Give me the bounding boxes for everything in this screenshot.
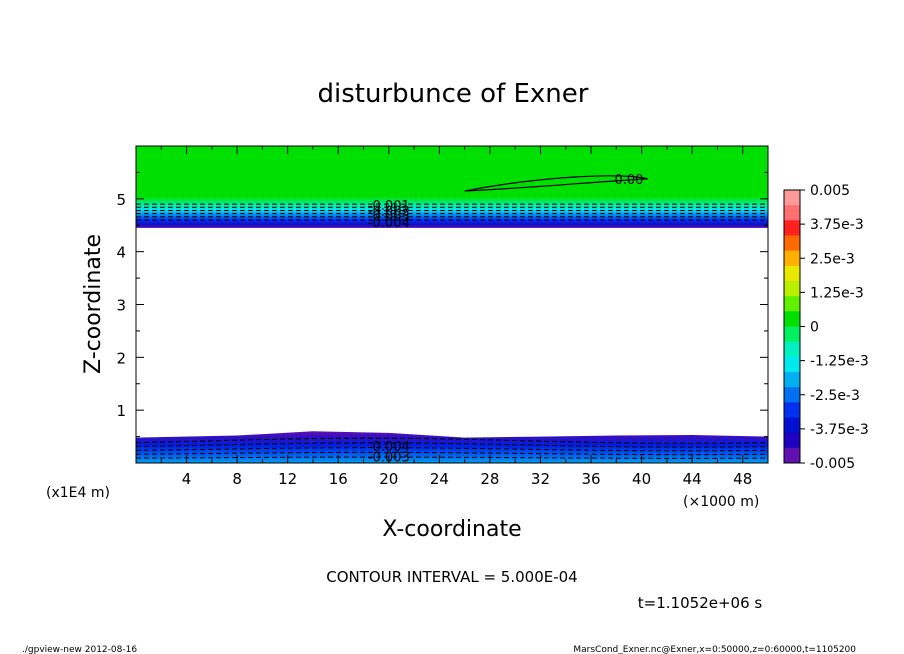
contour-label: -0.002 [368,204,410,219]
chart-title: disturbunce of Exner [318,79,589,109]
x-tick-label: 40 [632,470,651,488]
colorbar-swatch [784,250,800,267]
contour-label: -0.004 [368,440,410,455]
contour-line-lower-0 [135,456,769,459]
x-tick-label: 24 [430,470,449,488]
x-unit-label: (×1000 m) [683,494,759,510]
contour-label: -0.003 [368,210,410,225]
colorbar-swatch [784,341,800,358]
colorbar-swatch [784,402,800,418]
x-tick-label: 4 [182,470,192,488]
colorbar-label: -1.25e-3 [810,354,869,370]
contour-line-lower-1 [135,451,769,456]
colorbar-label: -0.005 [810,456,855,472]
y-tick-label: 5 [116,191,126,209]
colorbar-swatch [784,417,800,434]
footer-left: ./gpview-new 2012-08-16 [22,645,137,654]
y-axis-label: Z-coordinate [81,234,106,374]
colorbar-swatch [784,190,800,206]
colorbar-swatch [784,387,800,403]
colorbar-swatch [784,265,800,282]
y-unit-label: (x1E4 m) [46,485,110,501]
contour-line-lower-3 [135,442,769,448]
colorbar: 0.005 3.75e-3 2.5e-3 1.25e-3 0 -1.25e-3 -2.5e-… [783,183,869,472]
colorbar-swatch [784,205,800,221]
upper-shaded-region [136,146,768,228]
x-axis-label: X-coordinate [382,517,521,542]
y-tick-label: 2 [116,349,126,367]
colorbar-label: 2.5e-3 [810,251,855,267]
colorbar-swatch [784,356,800,373]
colorbar-label: 0.005 [810,183,850,199]
colorbar-swatch [784,281,800,297]
time-text: t=1.1052e+06 s [638,594,763,612]
x-tick-label: 48 [733,470,752,488]
y-tick-label: 4 [116,244,126,262]
colorbar-swatch [784,432,800,449]
contour-label: -0.001 [368,199,410,214]
colorbar-label: -3.75e-3 [810,422,869,438]
colorbar-label: -2.5e-3 [810,388,860,404]
x-tick-label: 36 [581,470,600,488]
x-tick-label: 16 [329,470,348,488]
x-tick-label: 12 [278,470,297,488]
colorbar-swatch [784,311,800,327]
colorbar-label: 0 [810,320,819,336]
x-tick-label: 44 [683,470,702,488]
colorbar-swatch [784,296,800,312]
x-tick-label: 28 [480,470,499,488]
contour-interval-text: CONTOUR INTERVAL = 5.000E-04 [326,568,577,586]
zero-contour [464,175,649,192]
colorbar-swatch [784,235,800,252]
colorbar-swatch [784,220,800,236]
footer-right: MarsCond_Exner.nc@Exner,x=0:50000,z=0:60… [573,645,856,654]
colorbar-label: 1.25e-3 [810,285,864,301]
contour-line-lower-4 [135,437,769,444]
y-tick-label: 3 [116,297,126,315]
lower-shaded-region [136,431,768,463]
contour-label: 0.00 [614,173,643,188]
contour-line-lower-2 [135,447,769,452]
contour-label: -0.004 [368,216,410,231]
y-tick-label: 1 [116,402,126,420]
x-tick-label: 8 [232,470,242,488]
colorbar-label: 3.75e-3 [810,217,864,233]
colorbar-swatch [784,447,800,464]
colorbar-swatch [784,372,800,388]
colorbar-swatch [784,326,800,343]
x-tick-label: 20 [379,470,398,488]
plot-area: 0.00-0.001-0.002-0.003-0.004-0.004-0.003… [116,145,769,488]
x-tick-label: 32 [531,470,550,488]
